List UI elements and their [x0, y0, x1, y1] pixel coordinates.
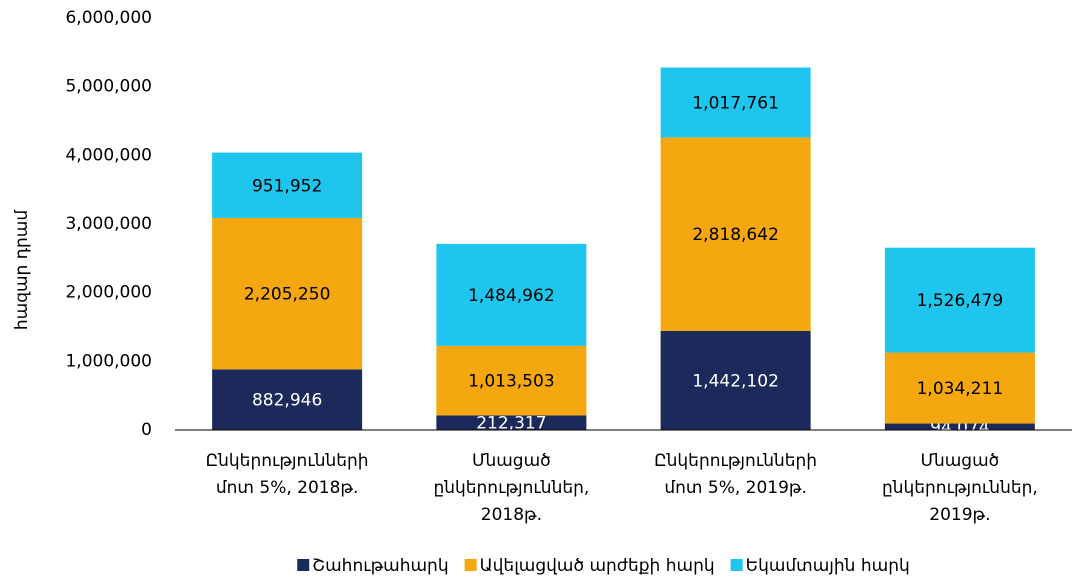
- x-tick-label: Մնացած ընկերություններ, 2018թ.: [433, 451, 590, 525]
- bar-segment: [660, 67, 811, 138]
- y-tick-label: 0: [141, 420, 152, 440]
- data-label: 212,317: [476, 414, 546, 434]
- data-label: 951,952: [252, 176, 322, 196]
- x-tick-label-box: Ընկերությունների մոտ 5%, 2019թ.: [654, 451, 818, 498]
- legend-label: Եկամտային հարկ: [746, 556, 910, 576]
- y-axis-title: հազար դրամ: [12, 210, 32, 330]
- bar-segment: [436, 345, 587, 416]
- data-label: 1,034,211: [917, 379, 1004, 399]
- bar-segment: [212, 152, 363, 218]
- x-tick-label-box: Մնացած ընկերություններ, 2018թ.: [433, 451, 590, 525]
- data-label: 2,205,250: [244, 285, 331, 305]
- legend: Շահութահարկ Ավելացված արժեքի հարկ Եկամտայի…: [297, 556, 910, 576]
- y-tick-label: 5,000,000: [65, 77, 152, 97]
- bar-segment: [660, 137, 811, 331]
- data-label: 1,017,761: [692, 93, 779, 113]
- y-tick-label: 4,000,000: [65, 145, 152, 165]
- legend-label: Շահութահարկ: [312, 556, 448, 576]
- data-label: 1,442,102: [692, 371, 779, 391]
- y-tick-label: 6,000,000: [65, 8, 152, 28]
- legend-swatch: [297, 559, 310, 571]
- x-tick-label-box: Ընկերությունների մոտ 5%, 2018թ.: [205, 451, 369, 498]
- legend-label: Ավելացված արժեքի հարկ: [480, 556, 715, 576]
- y-tick-label: 1,000,000: [65, 351, 152, 371]
- bar-segment: [884, 247, 1035, 353]
- x-tick-label: Ընկերությունների մոտ 5%, 2018թ.: [205, 451, 369, 498]
- data-label: 882,946: [252, 391, 322, 411]
- bar-segment: [212, 217, 363, 370]
- bar-segment: [436, 243, 587, 346]
- data-label: 1,484,962: [468, 286, 555, 306]
- data-label: 2,818,642: [692, 225, 779, 245]
- data-label: 1,526,479: [917, 291, 1004, 311]
- data-label: 1,013,503: [468, 372, 555, 392]
- bar-segment: [436, 415, 587, 430]
- legend-swatch: [730, 559, 743, 571]
- x-tick-label: Ընկերությունների մոտ 5%, 2019թ.: [654, 451, 818, 498]
- bar-segment: [212, 369, 363, 430]
- bar-segment: [660, 330, 811, 430]
- y-tick-label: 2,000,000: [65, 283, 152, 303]
- x-tick-label-box: Մնացած ընկերություններ, 2019թ.: [881, 451, 1038, 525]
- y-tick-label: 3,000,000: [65, 214, 152, 234]
- bar-segment: [884, 352, 1035, 424]
- legend-swatch: [464, 559, 477, 571]
- x-tick-label: Մնացած ընկերություններ, 2019թ.: [881, 451, 1038, 525]
- bar-segment: [884, 423, 1035, 430]
